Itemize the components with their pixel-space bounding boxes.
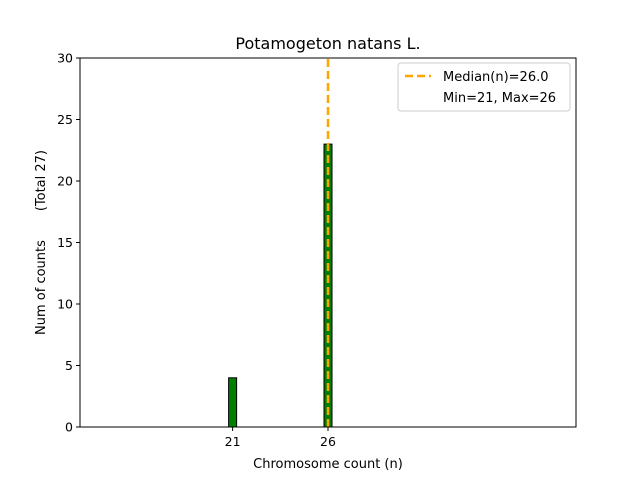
chart-title: Potamogeton natans L. — [235, 34, 420, 53]
y-tick-label: 15 — [57, 235, 73, 250]
y-tick-label: 20 — [57, 174, 73, 189]
x-tick-label: 21 — [225, 434, 241, 449]
legend-entry-range: Min=21, Max=26 — [443, 91, 556, 106]
y-axis-label: Num of counts (Total 27) — [34, 150, 49, 335]
bar-21 — [228, 377, 238, 428]
y-tick-label: 10 — [57, 297, 73, 312]
y-tick-label: 0 — [65, 420, 73, 435]
x-tick-label: 26 — [320, 434, 336, 449]
x-axis-label: Chromosome count (n) — [253, 457, 403, 472]
legend-box — [397, 62, 571, 112]
y-tick-label: 30 — [57, 51, 73, 66]
legend: Median(n)=26.0 Min=21, Max=26 — [397, 62, 571, 112]
legend-entry-median: Median(n)=26.0 — [443, 70, 549, 85]
y-tick-label: 25 — [57, 112, 73, 127]
y-tick-label: 5 — [65, 358, 73, 373]
